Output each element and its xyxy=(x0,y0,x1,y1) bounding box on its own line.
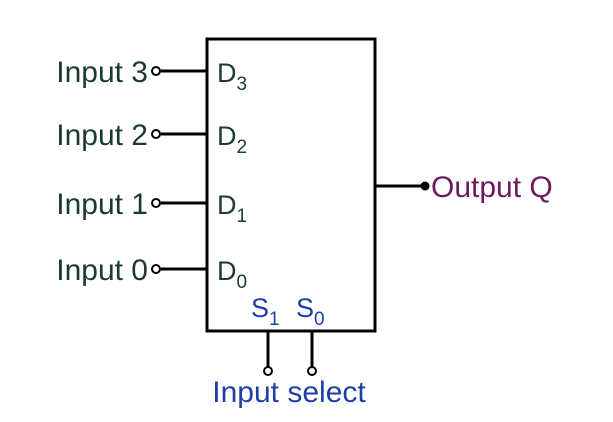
pin-d1: D1 xyxy=(217,190,247,227)
input-label-0: Input 0 xyxy=(56,254,148,287)
pin-d0-letter: D xyxy=(217,256,237,286)
input-terminal-2 xyxy=(151,129,161,139)
input-row-0: Input 0 D0 xyxy=(56,254,247,293)
select-section: S1 S0 Input select xyxy=(212,293,366,409)
output-terminal xyxy=(420,181,430,191)
pin-d3-subscript: 3 xyxy=(237,74,248,95)
input-label-2: Input 2 xyxy=(56,119,148,152)
input-row-2: Input 2 D2 xyxy=(56,119,247,158)
pin-d2-letter: D xyxy=(217,121,237,151)
pin-d1-letter: D xyxy=(217,190,237,220)
pin-d1-subscript: 1 xyxy=(237,206,248,227)
pin-d3: D3 xyxy=(217,58,247,95)
pin-s1-letter: S xyxy=(251,293,269,323)
pin-s0: S0 xyxy=(296,293,325,330)
pin-d0-subscript: 0 xyxy=(237,272,248,293)
pin-s1-subscript: 1 xyxy=(269,309,280,330)
pin-d0: D0 xyxy=(217,256,247,293)
pin-d2-subscript: 2 xyxy=(237,137,248,158)
input-label-3: Input 3 xyxy=(56,56,148,89)
input-terminal-0 xyxy=(151,264,161,274)
output-row: Output Q xyxy=(375,171,553,204)
input-terminal-1 xyxy=(151,198,161,208)
select-terminal-s1 xyxy=(263,366,273,376)
select-terminal-s0 xyxy=(307,366,317,376)
input-label-1: Input 1 xyxy=(56,188,148,221)
select-label: Input select xyxy=(212,376,366,409)
pin-s0-letter: S xyxy=(296,293,314,323)
pin-s0-subscript: 0 xyxy=(314,309,325,330)
pin-s1: S1 xyxy=(251,293,280,330)
input-row-1: Input 1 D1 xyxy=(56,188,247,227)
pin-d2: D2 xyxy=(217,121,247,158)
output-label: Output Q xyxy=(431,171,553,204)
input-row-3: Input 3 D3 xyxy=(56,56,247,95)
input-terminal-3 xyxy=(151,66,161,76)
pin-d3-letter: D xyxy=(217,58,237,88)
